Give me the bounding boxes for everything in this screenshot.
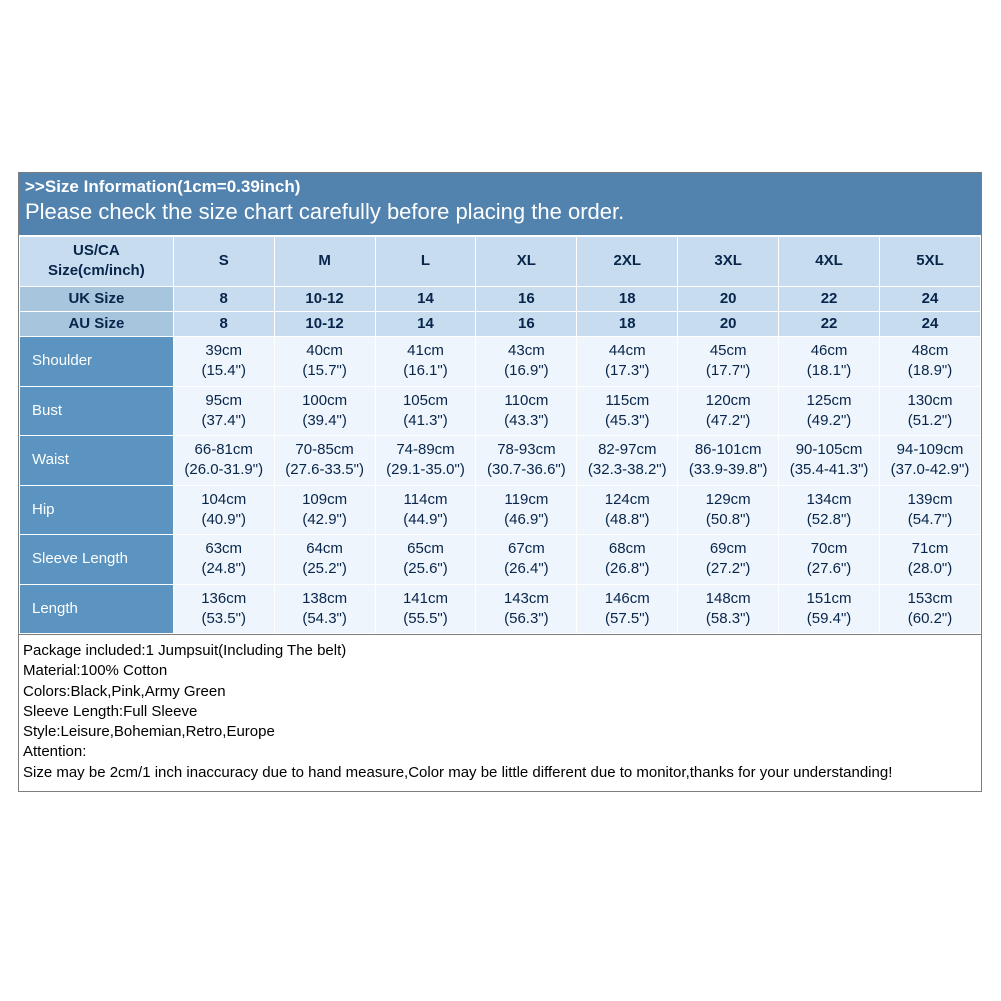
measure-3-3: 119cm(46.9") <box>476 485 577 535</box>
measure-3-5: 129cm(50.8") <box>678 485 779 535</box>
au-size-1: 10-12 <box>274 311 375 336</box>
measure-2-1: 70-85cm(27.6-33.5") <box>274 436 375 486</box>
measure-2-2: 74-89cm(29.1-35.0") <box>375 436 476 486</box>
measure-0-6: 46cm(18.1") <box>779 337 880 387</box>
au-size-6: 22 <box>779 311 880 336</box>
measure-3-1: 109cm(42.9") <box>274 485 375 535</box>
measure-1-2: 105cm(41.3") <box>375 386 476 436</box>
measure-label-5: Length <box>20 584 174 634</box>
measure-3-2: 114cm(44.9") <box>375 485 476 535</box>
uk-size-0: 8 <box>173 286 274 311</box>
size-table: US/CASize(cm/inch)SMLXL2XL3XL4XL5XL UK Si… <box>19 236 981 634</box>
measure-label-0: Shoulder <box>20 337 174 387</box>
measure-4-3: 67cm(26.4") <box>476 535 577 585</box>
note-line-5: Attention: <box>23 742 975 762</box>
measure-4-0: 63cm(24.8") <box>173 535 274 585</box>
measure-5-1: 138cm(54.3") <box>274 584 375 634</box>
measure-2-6: 90-105cm(35.4-41.3") <box>779 436 880 486</box>
measure-2-7: 94-109cm(37.0-42.9") <box>880 436 981 486</box>
measure-0-5: 45cm(17.7") <box>678 337 779 387</box>
col-header-size-6: 4XL <box>779 237 880 287</box>
measure-5-4: 146cm(57.5") <box>577 584 678 634</box>
uk-size-6: 22 <box>779 286 880 311</box>
note-line-6: Size may be 2cm/1 inch inaccuracy due to… <box>23 763 975 783</box>
measure-1-7: 130cm(51.2") <box>880 386 981 436</box>
col-header-size-1: M <box>274 237 375 287</box>
uk-size-5: 20 <box>678 286 779 311</box>
row-label-au: AU Size <box>20 311 174 336</box>
measure-4-1: 64cm(25.2") <box>274 535 375 585</box>
uk-size-4: 18 <box>577 286 678 311</box>
au-size-2: 14 <box>375 311 476 336</box>
measure-3-4: 124cm(48.8") <box>577 485 678 535</box>
size-chart-card: >>Size Information(1cm=0.39inch) Please … <box>18 172 982 792</box>
measure-0-7: 48cm(18.9") <box>880 337 981 387</box>
measure-5-7: 153cm(60.2") <box>880 584 981 634</box>
col-header-size-3: XL <box>476 237 577 287</box>
au-size-3: 16 <box>476 311 577 336</box>
note-line-4: Style:Leisure,Bohemian,Retro,Europe <box>23 722 975 742</box>
au-size-5: 20 <box>678 311 779 336</box>
measure-label-2: Waist <box>20 436 174 486</box>
uk-size-3: 16 <box>476 286 577 311</box>
row-label-uk: UK Size <box>20 286 174 311</box>
note-line-1: Material:100% Cotton <box>23 661 975 681</box>
col-header-size-5: 3XL <box>678 237 779 287</box>
measure-2-0: 66-81cm(26.0-31.9") <box>173 436 274 486</box>
measure-5-3: 143cm(56.3") <box>476 584 577 634</box>
measure-4-6: 70cm(27.6") <box>779 535 880 585</box>
measure-1-3: 110cm(43.3") <box>476 386 577 436</box>
measure-5-2: 141cm(55.5") <box>375 584 476 634</box>
note-line-2: Colors:Black,Pink,Army Green <box>23 682 975 702</box>
col-header-size-2: L <box>375 237 476 287</box>
measure-5-6: 151cm(59.4") <box>779 584 880 634</box>
measure-label-1: Bust <box>20 386 174 436</box>
measure-0-1: 40cm(15.7") <box>274 337 375 387</box>
measure-1-5: 120cm(47.2") <box>678 386 779 436</box>
measure-5-0: 136cm(53.5") <box>173 584 274 634</box>
au-size-4: 18 <box>577 311 678 336</box>
measure-label-4: Sleeve Length <box>20 535 174 585</box>
measure-label-3: Hip <box>20 485 174 535</box>
measure-0-4: 44cm(17.3") <box>577 337 678 387</box>
measure-2-4: 82-97cm(32.3-38.2") <box>577 436 678 486</box>
measure-3-7: 139cm(54.7") <box>880 485 981 535</box>
measure-1-0: 95cm(37.4") <box>173 386 274 436</box>
uk-size-2: 14 <box>375 286 476 311</box>
measure-0-0: 39cm(15.4") <box>173 337 274 387</box>
measure-0-2: 41cm(16.1") <box>375 337 476 387</box>
measure-0-3: 43cm(16.9") <box>476 337 577 387</box>
notes-block: Package included:1 Jumpsuit(Including Th… <box>19 634 981 791</box>
header-line-1: >>Size Information(1cm=0.39inch) <box>25 177 975 197</box>
measure-5-5: 148cm(58.3") <box>678 584 779 634</box>
measure-4-2: 65cm(25.6") <box>375 535 476 585</box>
uk-size-1: 10-12 <box>274 286 375 311</box>
measure-1-6: 125cm(49.2") <box>779 386 880 436</box>
measure-1-4: 115cm(45.3") <box>577 386 678 436</box>
measure-4-7: 71cm(28.0") <box>880 535 981 585</box>
measure-3-6: 134cm(52.8") <box>779 485 880 535</box>
measure-4-4: 68cm(26.8") <box>577 535 678 585</box>
col-header-size-4: 2XL <box>577 237 678 287</box>
col-header-size-0: S <box>173 237 274 287</box>
au-size-0: 8 <box>173 311 274 336</box>
measure-2-3: 78-93cm(30.7-36.6") <box>476 436 577 486</box>
col-header-size-7: 5XL <box>880 237 981 287</box>
header-line-2: Please check the size chart carefully be… <box>25 199 975 225</box>
measure-3-0: 104cm(40.9") <box>173 485 274 535</box>
au-size-7: 24 <box>880 311 981 336</box>
uk-size-7: 24 <box>880 286 981 311</box>
note-line-0: Package included:1 Jumpsuit(Including Th… <box>23 641 975 661</box>
header: >>Size Information(1cm=0.39inch) Please … <box>19 173 981 236</box>
col-header-usca: US/CASize(cm/inch) <box>20 237 174 287</box>
measure-4-5: 69cm(27.2") <box>678 535 779 585</box>
measure-2-5: 86-101cm(33.9-39.8") <box>678 436 779 486</box>
note-line-3: Sleeve Length:Full Sleeve <box>23 702 975 722</box>
measure-1-1: 100cm(39.4") <box>274 386 375 436</box>
